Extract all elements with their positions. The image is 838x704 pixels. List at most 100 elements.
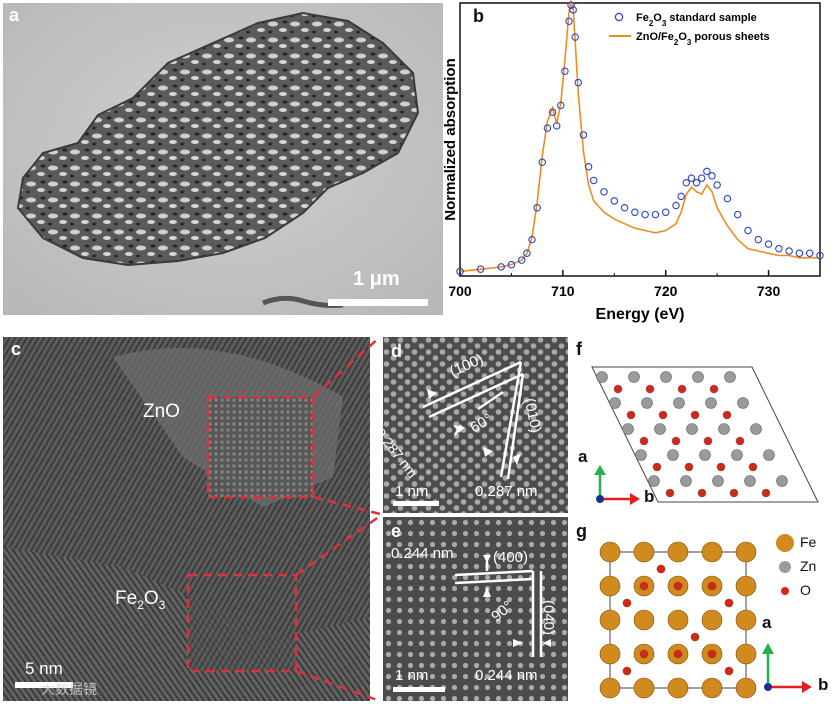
- std-point-32: [687, 174, 696, 182]
- zn-atom: [667, 449, 679, 461]
- fe-atom: [735, 643, 757, 665]
- fe-atom: [701, 541, 723, 563]
- x-tick-label-1: 710: [551, 283, 575, 299]
- o-atom: [639, 581, 649, 591]
- zn-atom: [737, 397, 749, 409]
- o-atom: [748, 462, 758, 472]
- std-point-44: [785, 247, 793, 255]
- legend-marker-standard: [614, 12, 624, 22]
- std-point-16: [569, 6, 577, 14]
- panel-c-scale-label: 5 nm: [25, 659, 63, 678]
- zn-atom: [718, 423, 730, 435]
- hrtem-zoom-d: [383, 337, 568, 513]
- series-sample-line: [459, 0, 820, 273]
- panel-e: e 0.244 nm (400) (040) 90° 0.244 nm 1 nm: [383, 517, 568, 701]
- panel-e-scale-label: 1 nm: [395, 667, 429, 684]
- std-point-21: [589, 176, 598, 185]
- legend-fe: Fe: [800, 534, 817, 550]
- zn-atom: [750, 423, 762, 435]
- d-spacing-bottom-label: 0.244 nm: [475, 667, 538, 684]
- zn-atom: [648, 475, 660, 487]
- zn-atom: [686, 423, 698, 435]
- std-point-9: [543, 124, 552, 132]
- fe-atom: [633, 677, 655, 699]
- watermark: 大数据镜: [41, 681, 97, 697]
- o-atom: [761, 488, 771, 498]
- fe-atom: [735, 609, 757, 631]
- zn-atom: [641, 397, 653, 409]
- std-point-11: [552, 122, 561, 130]
- o-atom: [613, 384, 623, 394]
- fe-atom: [667, 677, 689, 699]
- zn-atom: [724, 371, 736, 383]
- std-point-10: [548, 108, 557, 116]
- o-atom: [735, 436, 745, 446]
- o-atom: [656, 564, 666, 574]
- std-point-43: [775, 244, 783, 253]
- o-atom: [665, 488, 675, 498]
- panel-b-label: b: [473, 6, 484, 26]
- fe-atom: [599, 609, 621, 631]
- zno-structure: [591, 366, 819, 505]
- std-point-39: [733, 210, 742, 219]
- fe-atom: [599, 643, 621, 665]
- panel-a-scale-bar: [328, 299, 428, 306]
- zno-region-label: ZnO: [143, 401, 180, 422]
- fe-atom: [599, 541, 621, 563]
- o-atom: [707, 649, 717, 659]
- panel-e-label: e: [391, 521, 402, 541]
- o-atom: [684, 462, 694, 472]
- std-point-22: [600, 188, 608, 196]
- std-point-34: [697, 174, 706, 182]
- y-axis-label: Normalized absorption: [443, 58, 459, 221]
- std-point-29: [672, 201, 680, 210]
- panel-c-label: c: [11, 339, 22, 359]
- std-point-20: [584, 163, 593, 171]
- legend-zn: Zn: [800, 558, 817, 574]
- fe-atom: [735, 575, 757, 597]
- panel-g-label: g: [576, 521, 587, 541]
- fe-atom: [735, 541, 757, 563]
- zn-atom: [622, 423, 634, 435]
- xas-chart: 700 710 720 730 Energy (eV) Normalized absorp…: [443, 0, 824, 323]
- std-point-27: [651, 210, 660, 219]
- o-atom: [703, 436, 713, 446]
- panel-f-axis-b: b: [644, 487, 655, 506]
- o-atom: [722, 410, 732, 420]
- fe-atom: [701, 677, 723, 699]
- d-spacing-top-label: 0.244 nm: [391, 545, 454, 562]
- std-point-0: [456, 267, 464, 276]
- std-point-35: [703, 167, 711, 176]
- o-atom: [709, 384, 719, 394]
- o-atom: [652, 462, 662, 472]
- legend-label-sample: ZnO/Fe2O3 porous sheets: [636, 31, 770, 47]
- o-atom: [639, 436, 649, 446]
- legend-label-standard: Fe2O3 standard sample: [636, 12, 757, 28]
- std-point-4: [517, 256, 526, 264]
- std-point-41: [754, 235, 763, 244]
- fe2o3-region-label: Fe2O3: [115, 588, 166, 612]
- o-atom: [622, 598, 632, 608]
- std-point-37: [713, 181, 721, 189]
- std-point-3: [507, 260, 516, 269]
- o-atom: [673, 581, 683, 591]
- fe-atom: [667, 609, 689, 631]
- o-atom: [690, 410, 700, 420]
- x-tick-label-3: 730: [757, 283, 781, 299]
- std-point-18: [574, 78, 583, 87]
- panel-b: 700 710 720 730 Energy (eV) Normalized absorp…: [443, 0, 838, 330]
- fe-atom: [735, 677, 757, 699]
- std-point-14: [565, 17, 573, 25]
- o-atom: [729, 488, 739, 498]
- panel-g-axis-a: a: [762, 613, 772, 632]
- std-point-17: [571, 33, 579, 41]
- std-point-8: [538, 158, 547, 167]
- zn-atom: [692, 371, 704, 383]
- std-point-28: [661, 208, 670, 217]
- legend-o: O: [800, 582, 811, 598]
- panel-a-scale-label: 1 μm: [353, 268, 400, 290]
- o-atom: [697, 488, 707, 498]
- std-point-12: [557, 101, 565, 110]
- std-point-40: [744, 226, 752, 235]
- std-point-15: [567, 1, 575, 10]
